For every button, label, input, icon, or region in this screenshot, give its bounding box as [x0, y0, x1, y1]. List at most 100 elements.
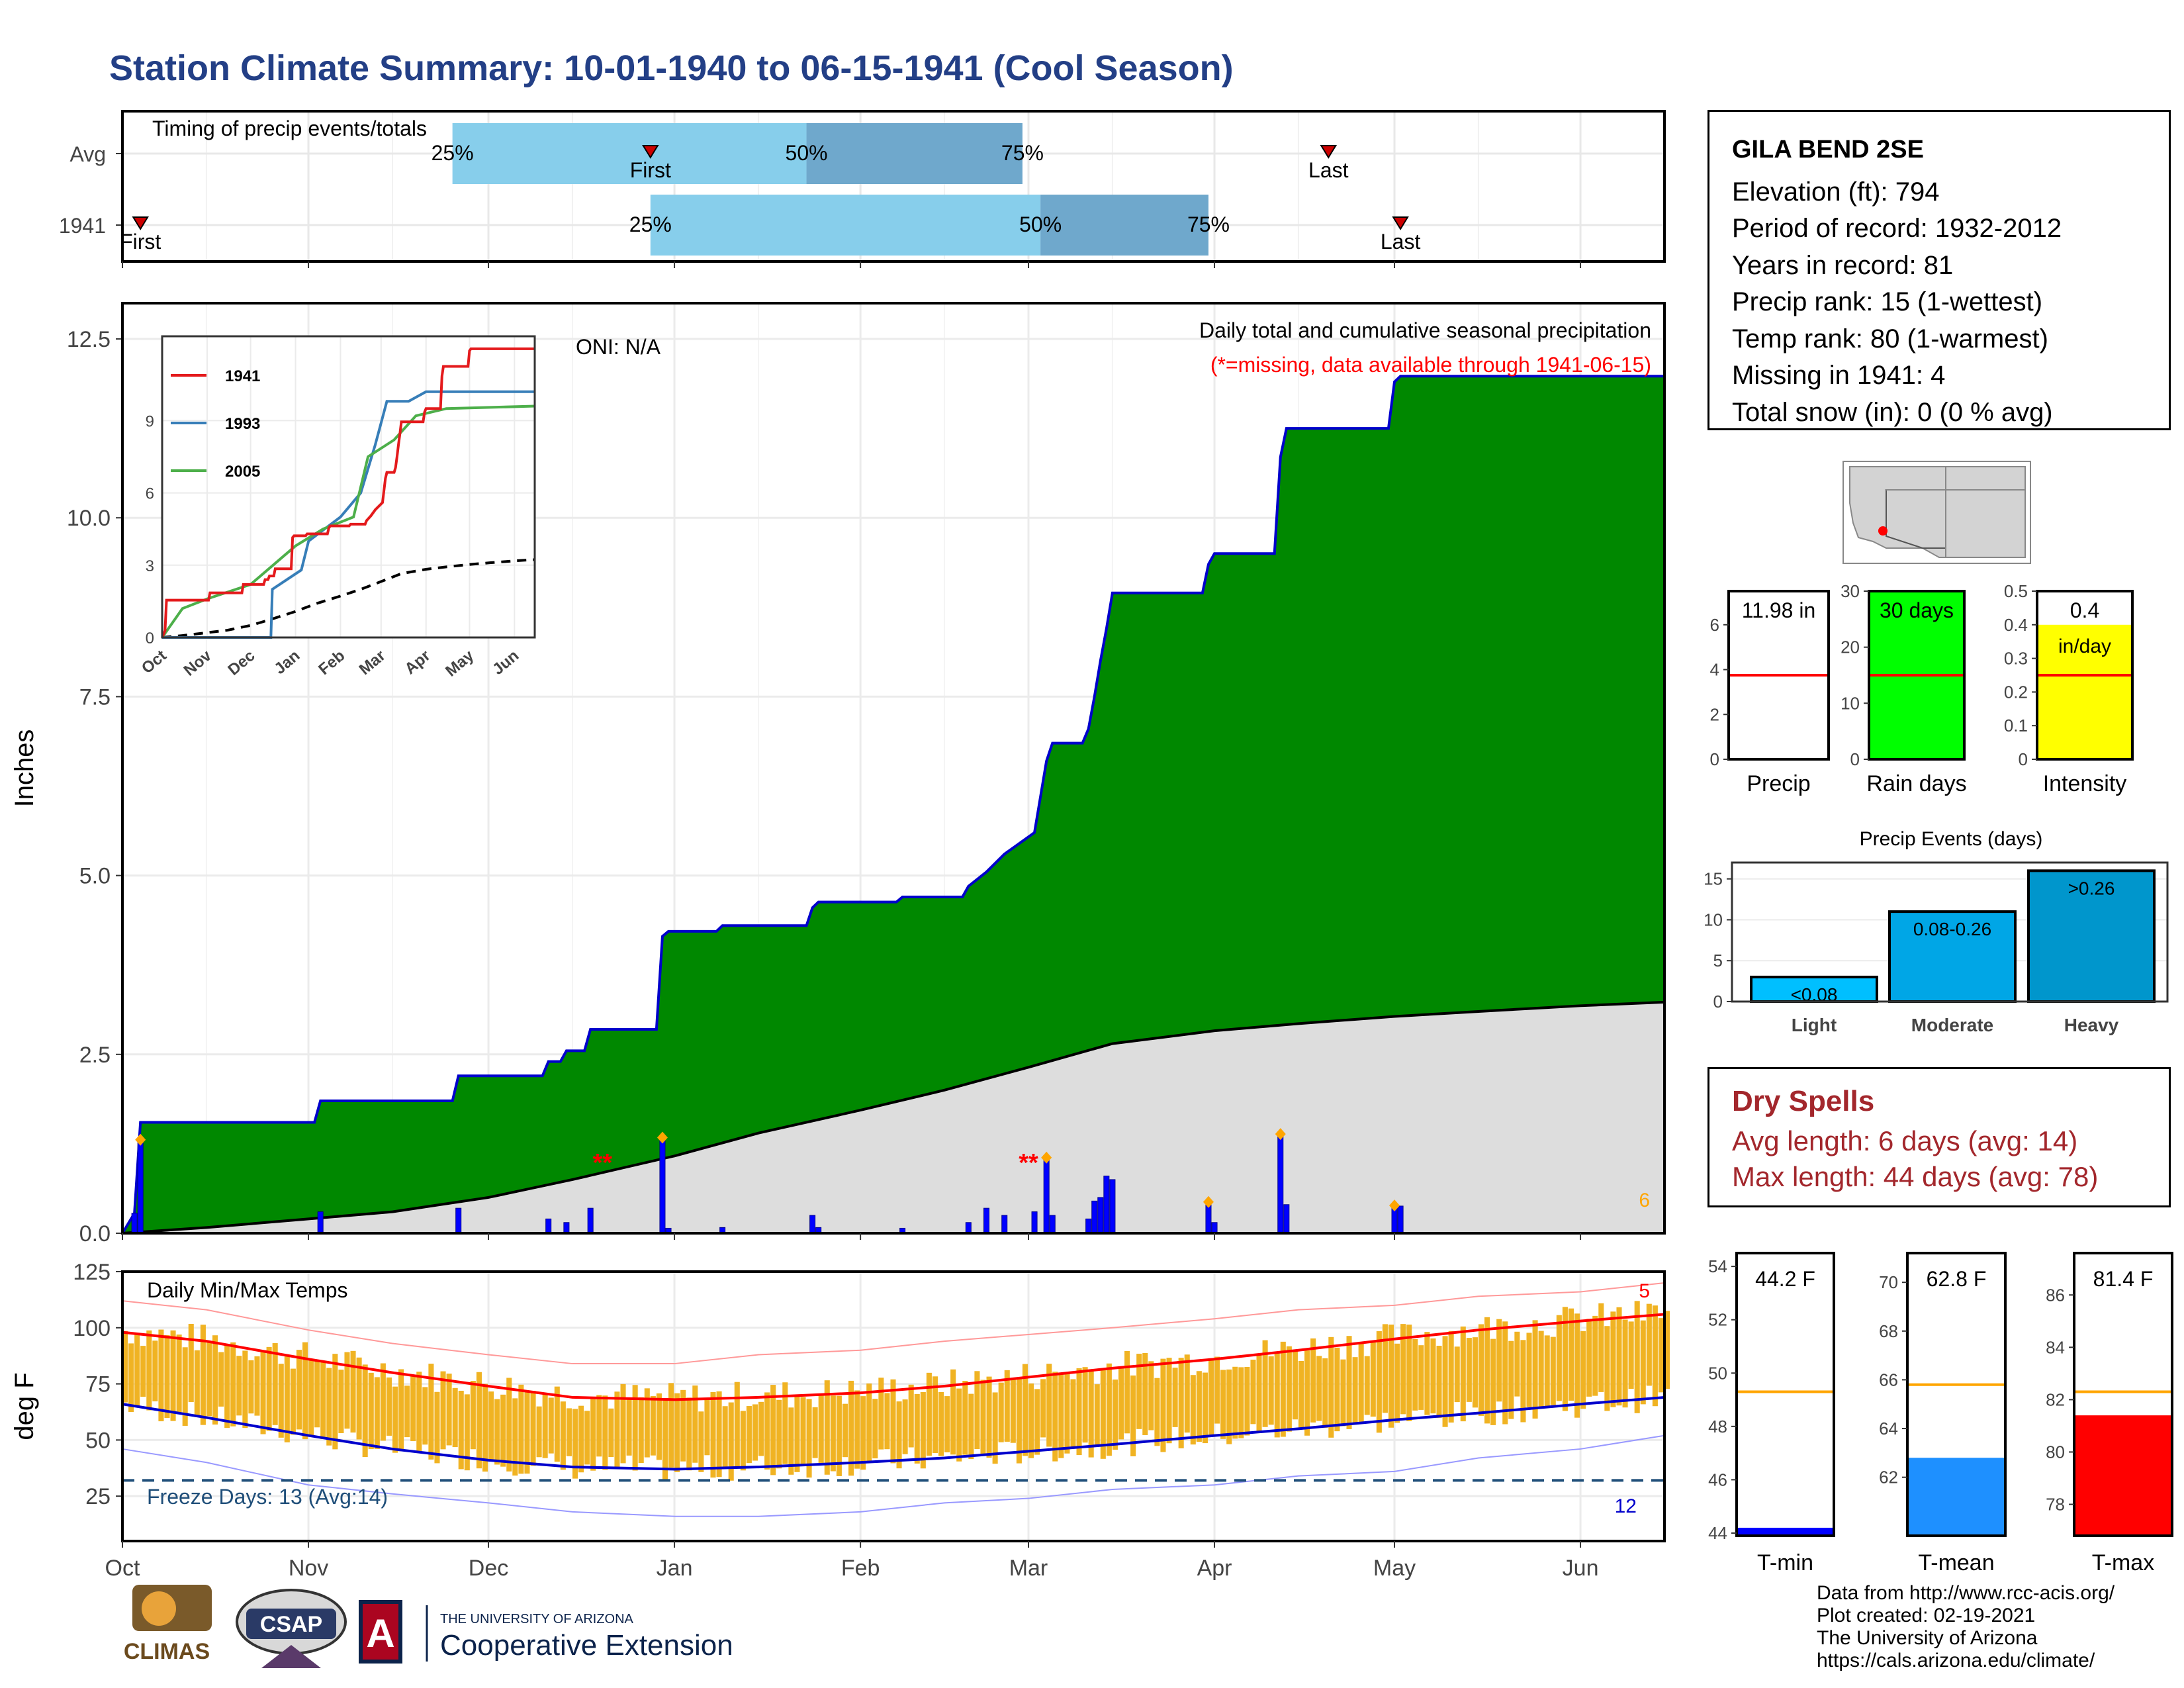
missing-data-marker: ** — [1019, 1149, 1038, 1177]
daily-precip-bar — [317, 1211, 324, 1234]
daily-temp-bar — [770, 1385, 776, 1476]
daily-precip-bar — [131, 1213, 138, 1234]
daily-precip-bar — [1205, 1204, 1212, 1234]
daily-temp-bar — [1310, 1338, 1316, 1423]
daily-precip-bar — [1085, 1218, 1092, 1234]
summary-bars: 0 2 4 6 11.98 in Precip 0 10 20 30 30 days Rain day… — [1710, 581, 2134, 796]
daily-temp-bar — [296, 1350, 302, 1430]
summary-bar-frame — [1868, 590, 1966, 761]
daily-temp-bar — [1166, 1358, 1172, 1444]
cumulative-precip-outline — [121, 375, 1664, 1235]
daily-temp-bar — [398, 1369, 404, 1452]
month-label: Feb — [841, 1556, 880, 1581]
temp-bar-ytick-label: 84 — [2046, 1337, 2065, 1357]
daily-temp-bar — [1202, 1372, 1208, 1444]
daily-precip-bar — [965, 1222, 972, 1234]
temp-bar-category-label: T-mean — [1918, 1550, 1994, 1575]
daily-temp-bar — [1010, 1379, 1016, 1443]
temp-bar-ytick-label: 46 — [1708, 1470, 1727, 1489]
daily-temp-bar — [230, 1342, 236, 1427]
precip-frame — [121, 302, 1666, 1235]
event-bar — [2027, 869, 2156, 1003]
inset-legend-label: 1993 — [225, 415, 260, 433]
daily-temp-bar — [1610, 1311, 1616, 1407]
daily-temp-bar — [932, 1376, 938, 1454]
daily-temp-bar — [710, 1391, 716, 1478]
daily-temp-bar — [884, 1393, 890, 1450]
daily-temp-bar — [908, 1384, 914, 1448]
station-temp-rank: Temp rank: 80 (1-warmest) — [1732, 324, 2048, 353]
heavy-event-marker — [135, 1133, 146, 1146]
summary-ytick-label: 0.1 — [2004, 716, 2028, 735]
station-precip-rank: Precip rank: 15 (1-wettest) — [1732, 287, 2043, 316]
daily-temp-bar — [344, 1352, 350, 1429]
daily-temp-bar — [1292, 1350, 1298, 1420]
daily-temp-bar — [1664, 1311, 1670, 1389]
precip-events-panel: Precip Events (days)051015<0.08Light0.08… — [1704, 828, 2169, 1035]
daily-temp-bar — [476, 1372, 482, 1469]
timing-label-75: 75% — [1187, 212, 1230, 236]
daily-temp-bar — [830, 1395, 836, 1472]
daily-temp-bar — [1412, 1339, 1418, 1411]
ua-logo-letter: A — [366, 1611, 394, 1656]
timing-marker-label: Last — [1308, 158, 1349, 182]
inset-ytick-label: 3 — [146, 557, 154, 575]
daily-temp-bar — [1568, 1308, 1574, 1401]
daily-temp-bar — [542, 1393, 548, 1458]
timing-marker — [132, 216, 149, 230]
daily-temp-bar — [1034, 1389, 1040, 1455]
daily-temp-bar — [518, 1384, 524, 1474]
daily-temp-bar — [764, 1392, 770, 1470]
daily-precip-bar — [1277, 1136, 1284, 1234]
intensity-unit-label: in/day — [2058, 635, 2111, 657]
daily-temp-bar — [962, 1381, 968, 1455]
daily-temp-bar — [1364, 1356, 1370, 1415]
daily-precip-bar — [1097, 1197, 1104, 1234]
daily-temp-bar — [188, 1324, 194, 1402]
daily-temp-bar — [728, 1402, 734, 1481]
daily-temp-bar — [590, 1398, 596, 1471]
daily-temp-bar — [422, 1387, 428, 1445]
daily-precip-bar — [1283, 1204, 1290, 1234]
timing-bar-25-50 — [452, 123, 807, 184]
daily-temp-bar — [944, 1396, 950, 1453]
credit-line: https://cals.arizona.edu/climate/ — [1817, 1650, 2095, 1671]
month-label: Nov — [289, 1556, 328, 1581]
temp-bar-frame — [1735, 1252, 1835, 1537]
daily-temp-bar — [1298, 1360, 1304, 1429]
daily-temp-bar — [1040, 1379, 1046, 1438]
daily-precip-bar — [1109, 1179, 1116, 1234]
inset-frame — [161, 335, 536, 639]
daily-temp-bar — [362, 1364, 368, 1458]
daily-temp-bar — [950, 1369, 956, 1455]
temp-bar-category-label: T-max — [2092, 1550, 2154, 1575]
events-ytick-label: 0 — [1713, 992, 1723, 1011]
daily-temp-bar — [1556, 1315, 1562, 1401]
daily-temp-bar — [1550, 1336, 1556, 1405]
summary-ytick-label: 0.2 — [2004, 682, 2028, 702]
daily-temp-bar — [164, 1335, 170, 1419]
station-location-marker — [1878, 526, 1888, 536]
daily-temp-bar — [326, 1368, 332, 1446]
timing-bar-50-75 — [1040, 195, 1208, 256]
daily-temp-bar — [1418, 1345, 1424, 1410]
event-bar-label: >0.26 — [2068, 878, 2115, 898]
daily-temp-bar — [1358, 1343, 1364, 1422]
daily-precip-bar — [545, 1218, 552, 1234]
inset-line-1993 — [162, 390, 535, 639]
heavy-event-marker — [1041, 1151, 1052, 1164]
inset-legend-label: 1941 — [225, 367, 260, 385]
daily-temp-bar — [224, 1344, 230, 1429]
daily-temp-bar — [1574, 1313, 1580, 1418]
daily-temp-bar — [1226, 1369, 1232, 1444]
daily-temp-bar — [1106, 1363, 1112, 1456]
daily-temp-bar — [1460, 1326, 1466, 1422]
daily-temp-bar — [458, 1390, 464, 1470]
average-precip-line — [122, 1000, 1665, 1235]
precip-ytick-label: 7.5 — [79, 684, 111, 710]
daily-temp-bar — [1532, 1320, 1538, 1419]
daily-temp-bar — [266, 1346, 272, 1431]
precip-ytick-label: 5.0 — [79, 864, 111, 889]
daily-temp-bar — [260, 1350, 266, 1434]
daily-temp-bar — [206, 1342, 212, 1417]
